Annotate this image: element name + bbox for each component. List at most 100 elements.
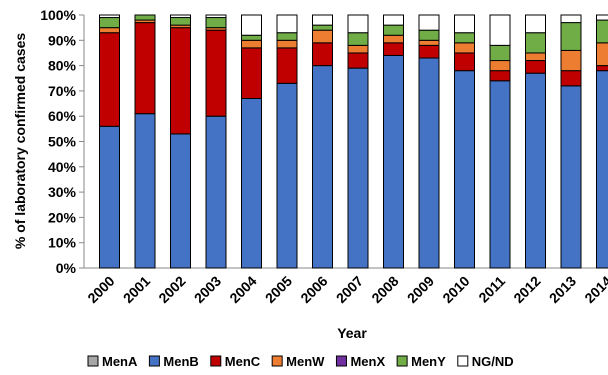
bar-segment-meny (383, 24, 404, 36)
legend-swatch (457, 355, 469, 367)
bar-segment-menb (241, 97, 262, 269)
bar-segment-menb (347, 67, 369, 269)
x-tick-label: 2001 (120, 273, 153, 306)
y-tick-label: 30% (48, 184, 77, 200)
x-tick-label: 2008 (368, 273, 401, 306)
bar-segment-meny (347, 32, 369, 46)
bar-segment-menb (99, 125, 120, 269)
bar-segment-menc (560, 70, 582, 87)
bar-segment-ng-nd (525, 14, 546, 34)
legend-swatch (396, 355, 408, 367)
bar-segment-menw (560, 49, 582, 72)
x-tick-label: 2005 (262, 273, 295, 306)
bar-segment-menb (134, 113, 156, 269)
bar-segment-meny (418, 29, 440, 41)
bar-segment-menw (489, 60, 511, 72)
y-tick-label: 80% (48, 58, 77, 74)
bar-segment-menb (205, 115, 227, 269)
y-tick-label: 20% (48, 209, 77, 225)
bar-segment-menw (383, 34, 404, 44)
bar-segment-meny (276, 32, 298, 41)
bar-segment-meny (596, 19, 608, 44)
y-tick-label: 10% (48, 235, 77, 251)
x-tick-label: 2007 (333, 273, 366, 306)
bar-segment-ng-nd (241, 14, 262, 36)
bar-segment-menc (525, 60, 546, 74)
y-axis-title: % of laboratory confirmed cases (12, 33, 28, 250)
bar-segment-menc (241, 47, 262, 99)
bar-segment-menc (170, 27, 191, 135)
legend-label: MenB (163, 354, 198, 369)
y-tick-label: 50% (48, 134, 77, 150)
x-tick-label: 2011 (475, 273, 508, 306)
bar-segment-ng-nd (276, 14, 298, 34)
y-tick-label: 70% (48, 83, 77, 99)
x-tick-label: 2014 (581, 273, 608, 306)
bar-segment-meny (489, 44, 511, 62)
bar-segment-ng-nd (99, 14, 120, 19)
bar-segment-meny (134, 14, 156, 21)
bar-segment-menc (347, 52, 369, 69)
bar-segment-meny (454, 32, 475, 44)
x-axis-title: Year (337, 325, 367, 341)
x-tick-label: 2013 (546, 273, 579, 306)
bar-segment-menb (170, 133, 191, 269)
legend-label: MenW (286, 354, 325, 369)
bar-segment-menb (276, 82, 298, 269)
bar-segment-ng-nd (418, 14, 440, 31)
bar-segment-menc (596, 65, 608, 72)
bar-segment-menc (312, 42, 333, 67)
bar-segment-menw (241, 39, 262, 49)
legend-swatch (210, 355, 222, 367)
bar-segment-meny (99, 17, 120, 29)
bar-segment-menw (525, 52, 546, 62)
bar-segment-meny (241, 34, 262, 41)
bar-segment-ng-nd (560, 14, 582, 24)
y-tick-label: 100% (40, 7, 76, 23)
x-tick-label: 2012 (510, 273, 543, 306)
bar-segment-ng-nd (596, 14, 608, 21)
bar-segment-ng-nd (347, 14, 369, 34)
bar-segment-menw (454, 42, 475, 54)
legend-swatch (87, 355, 99, 367)
bar-segment-menb (418, 57, 440, 269)
legend-label: MenY (411, 354, 446, 369)
y-tick-label: 0% (56, 260, 77, 276)
bar-segment-menb (454, 70, 475, 269)
legend-swatch (148, 355, 160, 367)
legend-swatch (271, 355, 283, 367)
bar-segment-menw (418, 39, 440, 46)
bar-segment-ng-nd (454, 14, 475, 34)
bar-segment-menc (418, 44, 440, 59)
y-tick-label: 60% (48, 108, 77, 124)
bar-segment-ng-nd (383, 14, 404, 26)
x-tick-label: 2003 (191, 273, 224, 306)
y-tick-label: 90% (48, 32, 77, 48)
bar-segment-meny (170, 17, 191, 26)
x-tick-label: 2000 (84, 273, 117, 306)
bar-segment-menb (560, 85, 582, 269)
legend-label: MenA (102, 354, 138, 369)
bar-segment-menb (525, 72, 546, 269)
bar-segment-ng-nd (312, 14, 333, 26)
bar-segment-menc (383, 42, 404, 56)
bar-segment-ng-nd (170, 14, 191, 19)
x-tick-label: 2009 (404, 273, 437, 306)
x-tick-label: 2006 (297, 273, 330, 306)
bar-segment-ng-nd (489, 14, 511, 46)
bar-segment-meny (560, 22, 582, 51)
bar-segment-meny (312, 24, 333, 31)
bar-segment-meny (205, 17, 227, 29)
bar-segment-menc (134, 22, 156, 115)
bar-segment-menc (276, 47, 298, 84)
x-tick-label: 2004 (226, 273, 259, 306)
legend-label: MenC (225, 354, 261, 369)
bar-segment-menb (383, 54, 404, 269)
bar-segment-menw (596, 42, 608, 67)
y-tick-label: 40% (48, 159, 77, 175)
legend-label: MenX (350, 354, 385, 369)
bar-segment-menw (312, 29, 333, 44)
bar-segment-menb (312, 65, 333, 269)
bar-segment-menb (596, 70, 608, 269)
